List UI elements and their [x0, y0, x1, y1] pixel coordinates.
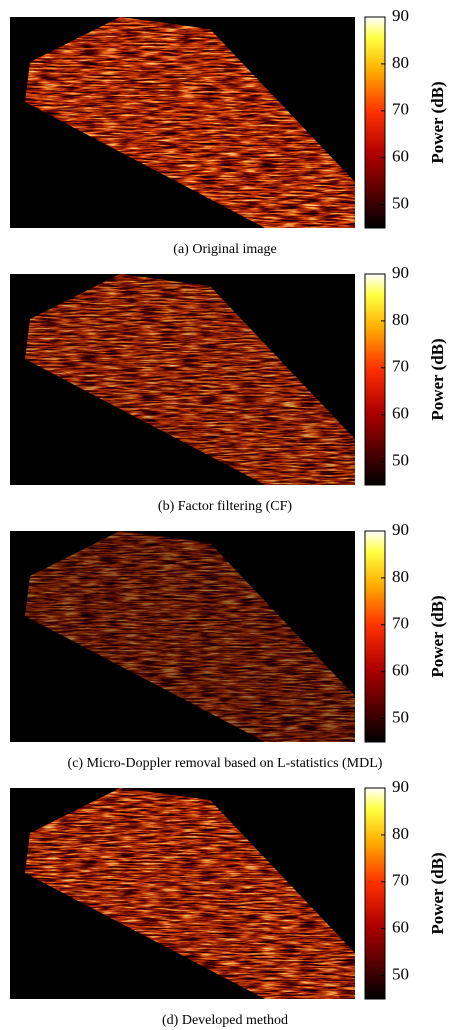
- colorbar-tick-label: 90: [392, 263, 409, 282]
- colorbar-tick-label: 90: [392, 6, 409, 25]
- colorbar-tick-label: 50: [392, 450, 409, 469]
- caption: (a) Original image: [173, 242, 276, 257]
- colorbar-tick-label: 50: [392, 193, 409, 212]
- colorbar-tick-label: 70: [392, 100, 409, 119]
- colorbar: [364, 530, 386, 743]
- colorbar: [364, 273, 386, 486]
- caption: (d) Developed method: [162, 1013, 288, 1028]
- caption: (c) Micro-Doppler removal based on L-sta…: [68, 756, 383, 771]
- colorbar-tick-label: 60: [392, 918, 409, 937]
- colorbar-tick-label: 70: [392, 357, 409, 376]
- colorbar-tick-label: 90: [392, 777, 409, 796]
- colorbar-tick-label: 60: [392, 147, 409, 166]
- colorbar-tick-label: 90: [392, 520, 409, 539]
- colorbar-label: Power (dB): [428, 595, 447, 677]
- colorbar-tick-label: 50: [392, 707, 409, 726]
- caption: (b) Factor filtering (CF): [158, 499, 292, 514]
- colorbar: [364, 16, 386, 229]
- colorbar-tick-label: 70: [392, 871, 409, 890]
- colorbar-tick-label: 80: [392, 567, 409, 586]
- colorbar-label: Power (dB): [428, 338, 447, 420]
- colorbar-tick-label: 80: [392, 53, 409, 72]
- colorbar-label: Power (dB): [428, 852, 447, 934]
- colorbar-tick-label: 50: [392, 964, 409, 983]
- colorbar-tick-label: 80: [392, 824, 409, 843]
- colorbar-tick-label: 60: [392, 404, 409, 423]
- colorbar-tick-label: 70: [392, 614, 409, 633]
- colorbar-tick-label: 60: [392, 661, 409, 680]
- colorbar: [364, 787, 386, 1000]
- colorbar-tick-label: 80: [392, 310, 409, 329]
- colorbar-label: Power (dB): [428, 81, 447, 163]
